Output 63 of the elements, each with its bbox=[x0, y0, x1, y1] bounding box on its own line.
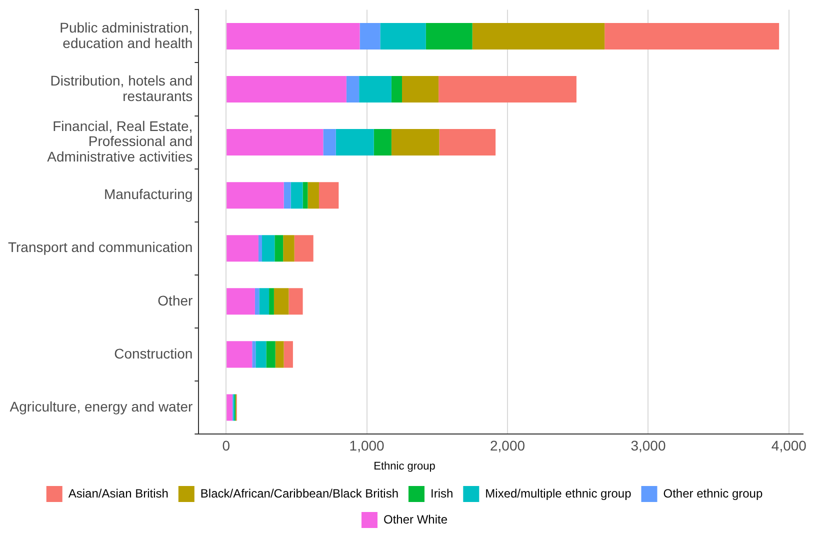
bar bbox=[259, 288, 270, 315]
bar bbox=[472, 22, 605, 50]
bar bbox=[226, 129, 324, 156]
y-tick-label: Financial, Real Estate, Professional and Administrative activities bbox=[47, 118, 193, 165]
y-tick-label: Agriculture, energy and water bbox=[10, 398, 194, 414]
y-tick-label: Manufacturing bbox=[104, 186, 193, 202]
y-tick-label: Public administration, education and health bbox=[60, 19, 193, 51]
bar bbox=[226, 182, 284, 209]
bar bbox=[288, 288, 303, 315]
y-tick-label: Transport and communication bbox=[8, 239, 193, 256]
bar bbox=[266, 341, 276, 368]
bar bbox=[294, 235, 314, 262]
bar bbox=[438, 76, 576, 103]
bar bbox=[360, 22, 380, 50]
bar bbox=[252, 341, 256, 368]
bar bbox=[402, 76, 439, 103]
bar bbox=[318, 182, 339, 209]
bar bbox=[226, 288, 255, 315]
bar bbox=[380, 22, 426, 50]
legend-label: Black/African/Caribbean/Black British bbox=[200, 486, 399, 500]
bar bbox=[275, 341, 284, 368]
x-tick-label: 1,000 bbox=[349, 437, 385, 454]
x-tick-label: 3,000 bbox=[630, 437, 666, 454]
y-tick-label: Distribution, hotels and restaurants bbox=[50, 72, 193, 104]
x-tick-label: 0 bbox=[222, 437, 230, 454]
y-tick-label: Construction bbox=[114, 345, 193, 362]
bar bbox=[336, 129, 374, 156]
bar bbox=[302, 182, 308, 209]
bar bbox=[391, 76, 402, 103]
legend-label: Asian/Asian British bbox=[68, 486, 168, 500]
bar bbox=[269, 288, 274, 315]
bar bbox=[258, 235, 262, 262]
bar bbox=[256, 341, 266, 368]
legend-label: Other ethnic group bbox=[663, 486, 763, 500]
legend-label: Other White bbox=[383, 512, 448, 526]
y-tick-label: Other bbox=[158, 292, 194, 308]
bar bbox=[226, 235, 258, 262]
bar bbox=[604, 22, 780, 50]
bar bbox=[283, 235, 294, 262]
bar bbox=[274, 288, 289, 315]
bar bbox=[274, 235, 284, 262]
bar bbox=[323, 129, 336, 156]
bar bbox=[439, 129, 496, 156]
bar bbox=[426, 22, 472, 50]
bar bbox=[226, 76, 346, 103]
x-tick-label: 2,000 bbox=[490, 437, 526, 454]
x-tick-label: 4,000 bbox=[771, 437, 807, 454]
bar bbox=[226, 394, 232, 421]
bar bbox=[226, 22, 360, 50]
legend-label: Irish bbox=[430, 486, 454, 500]
bar bbox=[391, 129, 440, 156]
bar bbox=[262, 235, 275, 262]
bar bbox=[290, 182, 303, 209]
bar bbox=[346, 76, 360, 103]
bar bbox=[374, 129, 392, 156]
bar bbox=[284, 182, 291, 209]
bar bbox=[359, 76, 392, 103]
bar bbox=[308, 182, 319, 209]
legend-title: Ethnic group bbox=[374, 460, 436, 472]
bar bbox=[254, 288, 260, 315]
bar bbox=[284, 341, 293, 368]
legend-label: Mixed/multiple ethnic group bbox=[485, 486, 632, 500]
bar bbox=[226, 341, 252, 368]
